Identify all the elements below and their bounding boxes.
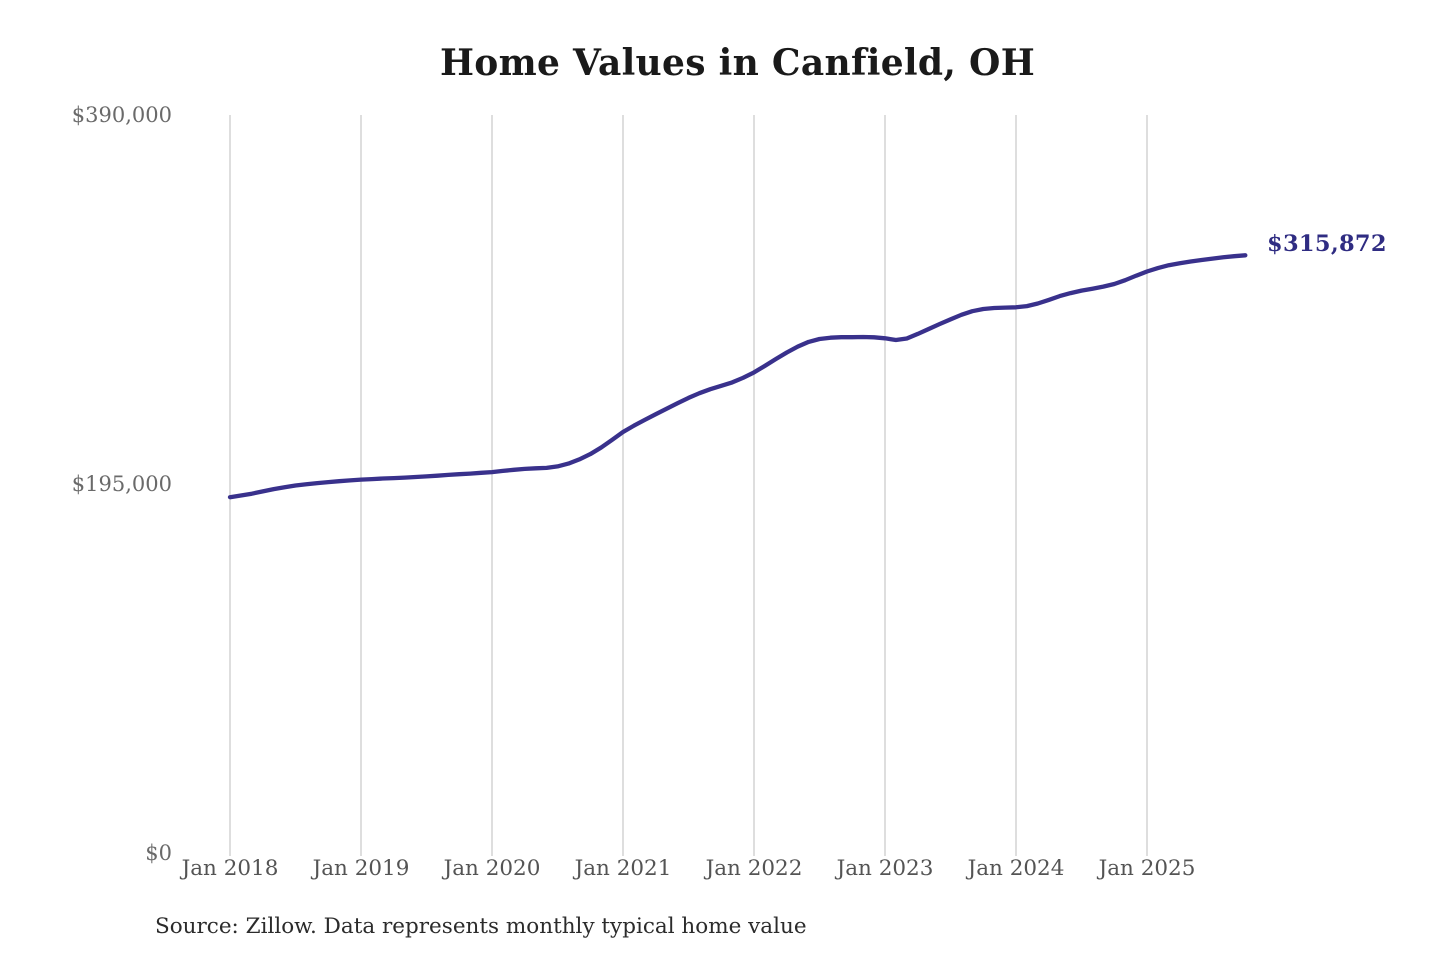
y-tick-label: $195,000 [71, 472, 172, 496]
x-tick-label: Jan 2019 [312, 856, 410, 881]
x-tick-label: Jan 2020 [443, 856, 541, 881]
chart-title: Home Values in Canfield, OH [439, 42, 1036, 84]
x-tick-label: Jan 2025 [1098, 856, 1196, 881]
x-tick-label: Jan 2022 [705, 856, 803, 881]
x-tick-label: Jan 2023 [836, 856, 934, 881]
y-tick-label: $0 [145, 841, 172, 865]
home-value-line [227, 253, 1248, 500]
end-value-label: $315,872 [1267, 231, 1387, 257]
gridlines [229, 115, 1148, 856]
y-tick-label: $390,000 [71, 103, 172, 127]
x-tick-label: Jan 2021 [574, 856, 672, 881]
x-tick-label: Jan 2018 [181, 856, 279, 881]
source-note: Source: Zillow. Data represents monthly … [155, 914, 807, 939]
x-tick-label: Jan 2024 [967, 856, 1065, 881]
